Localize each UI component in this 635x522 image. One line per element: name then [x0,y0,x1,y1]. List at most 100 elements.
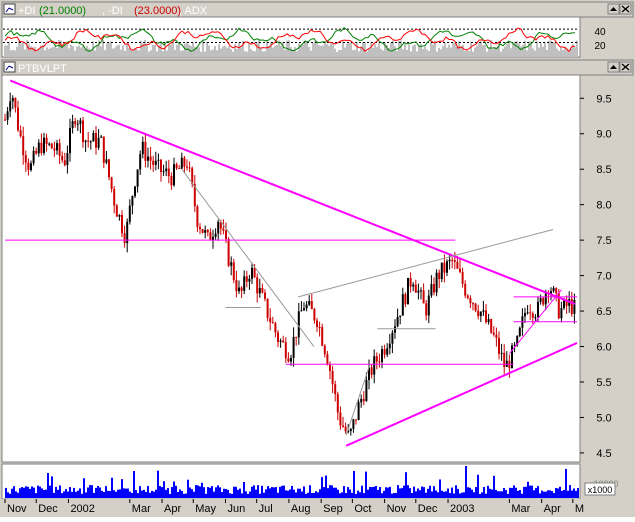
trendline[interactable] [9,79,576,305]
volume-bar [83,478,85,498]
volume-bar [447,488,449,498]
arrow-up-icon[interactable] [607,61,620,73]
volume-bar [399,488,401,498]
candle-body [217,221,220,234]
volume-bar [507,493,509,498]
candle-body [401,294,404,316]
volume-multiplier-box [584,482,616,496]
volume-bar [561,490,563,498]
trendline[interactable] [509,289,562,354]
adx-panel: +DI (21.0000) , -DI (23.0000) , ADX 40 2… [0,0,635,58]
volume-bar [119,489,121,498]
candle-body [355,419,357,421]
x-tick-label: Jun [227,503,245,515]
close-icon[interactable] [619,61,632,73]
volume-bar [545,491,547,498]
x-tick-label: May [195,503,216,515]
candle-body [295,336,298,338]
volume-bar [231,493,233,498]
candle-body [19,130,22,137]
candle-body [391,332,394,344]
volume-bar [445,491,447,498]
volume-bar [409,488,411,498]
candle-body [121,214,123,234]
trendline[interactable] [345,342,578,447]
volume-bar [403,485,405,498]
volume-bar [549,490,551,498]
candle-body [115,205,118,217]
volume-bar [417,488,419,498]
volume-bar [263,492,265,498]
volume-bar [383,490,385,498]
volume-bar [137,493,139,498]
volume-bar [43,489,45,498]
volume-bar [151,490,153,498]
candle-body [373,356,376,375]
volume-bar [555,488,557,498]
volume-bar [347,487,349,498]
volume-bar [439,479,441,498]
volume-bar [357,490,359,498]
candle-body [105,159,108,163]
candle-body [37,142,40,154]
volume-bar [547,490,549,498]
candle-body [56,143,58,151]
volume-bar [117,489,119,498]
volume-bar [517,490,519,498]
volume-bar [355,493,357,498]
candle-body [425,303,428,316]
arrow-up-icon[interactable] [607,3,620,15]
candle-body [490,319,493,333]
trendline[interactable] [298,229,554,298]
volume-bar [349,489,351,498]
volume-bar [185,493,187,498]
trendline[interactable] [181,168,315,347]
candle-body [412,284,415,287]
volume-bar [175,485,177,498]
candle-body [362,398,365,402]
volume-bar [441,490,443,498]
volume-bar [77,490,79,498]
candle-body [482,310,485,312]
candle-body [336,394,339,413]
volume-bar [559,486,561,498]
trendline[interactable] [345,364,371,436]
candle-body [238,287,240,292]
candle-body [479,311,482,317]
volume-bar [225,489,227,498]
y-tick-label: 7.0 [596,271,611,283]
volume-bar [23,487,25,498]
candle-body [352,419,355,429]
volume-bar [157,470,159,498]
candle-body [529,312,532,314]
volume-bar [207,487,209,498]
volume-bar [343,486,345,498]
volume-bar [569,485,571,498]
candle-body [407,277,409,305]
volume-bar [519,490,521,498]
candle-body [264,292,266,299]
minus-di-value: (23.0000) [134,5,181,17]
candle-body [495,334,498,338]
candle-body [386,348,389,355]
candle-body [409,277,412,287]
candle-body [14,98,17,108]
candle-body [313,309,316,321]
candle-body [438,272,441,280]
volume-bar [129,491,131,498]
volume-bar [265,489,267,498]
chart-icon [3,3,16,15]
volume-bar [337,489,339,498]
candle-body [235,280,238,292]
volume-bar [201,482,203,498]
volume-bar [575,490,577,498]
volume-bar [463,492,465,498]
close-icon[interactable] [619,3,632,15]
volume-bar [215,487,217,498]
candle-body [222,228,225,231]
volume-bar [457,488,459,498]
candle-body [430,284,433,296]
candle-body [186,166,188,168]
candle-body [451,259,454,261]
